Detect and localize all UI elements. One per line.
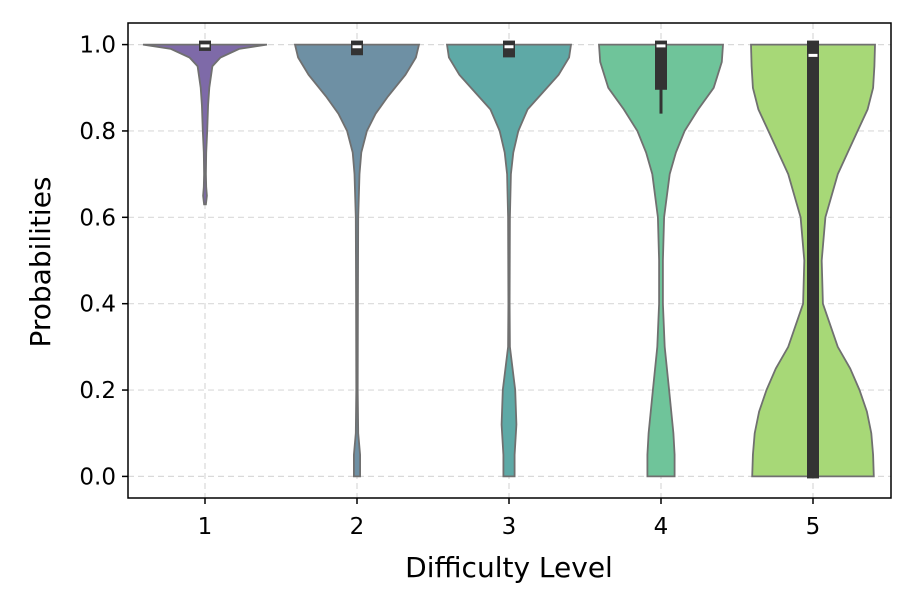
x-tick-label: 5 xyxy=(806,514,821,540)
violin-3 xyxy=(445,40,573,478)
violin-box xyxy=(503,40,515,58)
x-tick-label: 1 xyxy=(198,514,213,540)
violin-body xyxy=(142,43,268,206)
y-tick-label: 1.0 xyxy=(79,33,116,59)
violin-box xyxy=(807,40,819,479)
y-tick-label: 0.2 xyxy=(79,378,116,404)
x-tick-label: 3 xyxy=(502,514,517,540)
violin-2 xyxy=(293,40,421,478)
x-tick-label: 4 xyxy=(654,514,669,540)
y-tick-label: 0.6 xyxy=(79,205,116,231)
y-tick-label: 0.8 xyxy=(79,119,116,145)
y-axis-title: Probabilities xyxy=(24,176,57,347)
y-axis: 0.0 0.2 0.4 0.6 0.8 1.0 xyxy=(79,33,128,490)
violin-body xyxy=(598,43,724,478)
x-tick-label: 2 xyxy=(350,514,365,540)
y-tick-label: 0.0 xyxy=(79,464,116,490)
x-axis-title: Difficulty Level xyxy=(405,551,613,584)
x-axis: 1 2 3 4 5 xyxy=(198,498,821,540)
violin-1 xyxy=(142,40,268,206)
violin-4 xyxy=(598,40,724,478)
violin-layer xyxy=(142,40,876,479)
y-tick-label: 0.4 xyxy=(79,292,116,318)
violin-5 xyxy=(750,40,876,479)
violin-body xyxy=(445,43,573,478)
violin-box xyxy=(655,40,667,90)
violin-body xyxy=(293,43,421,478)
